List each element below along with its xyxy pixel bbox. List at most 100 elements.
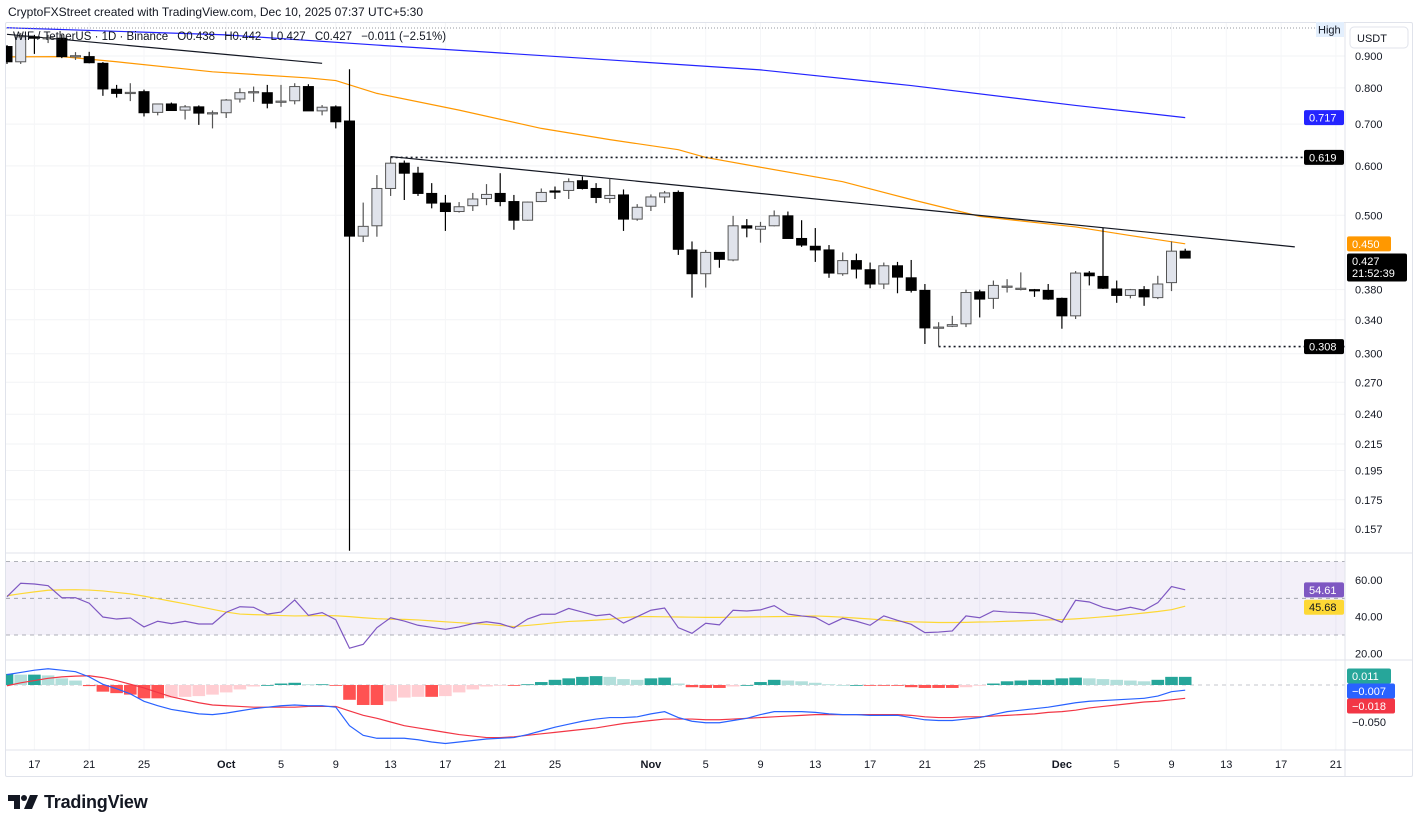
rsi-pane[interactable] (6, 561, 1345, 649)
candle[interactable] (385, 156, 397, 196)
currency-label[interactable]: USDT (1349, 26, 1409, 49)
symbol-title[interactable]: WIF / TetherUS · 1D · Binance (13, 31, 169, 43)
candle[interactable] (398, 160, 410, 201)
candle[interactable] (672, 190, 684, 255)
candle[interactable] (905, 259, 917, 293)
candle[interactable] (207, 110, 218, 129)
candle[interactable] (289, 83, 301, 105)
candle[interactable] (659, 190, 671, 204)
candle[interactable] (919, 284, 931, 344)
candle[interactable] (755, 221, 766, 243)
candle-body (604, 194, 616, 199)
candle[interactable] (809, 228, 821, 262)
candle[interactable] (604, 178, 616, 204)
candle[interactable] (1138, 286, 1150, 306)
high-marker: High (6, 22, 1344, 37)
candle[interactable] (727, 215, 739, 262)
candle[interactable] (261, 84, 273, 109)
candle[interactable] (686, 241, 698, 298)
symbol-legend[interactable]: WIF / TetherUS · 1D · Binance O0.438 H0.… (13, 31, 452, 43)
candle[interactable] (1042, 284, 1054, 300)
candle[interactable] (850, 253, 862, 279)
candle[interactable] (782, 211, 794, 239)
candle[interactable] (645, 194, 657, 211)
candle[interactable] (741, 219, 753, 238)
candle[interactable] (330, 105, 342, 129)
candle[interactable] (878, 262, 890, 289)
candle[interactable] (193, 105, 205, 125)
candle[interactable] (1083, 271, 1095, 286)
candle[interactable] (974, 289, 986, 318)
candle[interactable] (631, 204, 643, 221)
candle[interactable] (42, 34, 54, 44)
candle[interactable] (1070, 271, 1082, 320)
candle[interactable] (837, 252, 849, 276)
candle[interactable] (535, 188, 547, 203)
candle[interactable] (302, 84, 314, 112)
candle[interactable] (248, 86, 260, 102)
candle[interactable] (1111, 280, 1123, 303)
candle[interactable] (1015, 272, 1027, 291)
candle[interactable] (56, 34, 68, 59)
candle[interactable] (1166, 241, 1177, 292)
price-pane[interactable] (2, 27, 1345, 551)
candle[interactable] (946, 315, 958, 328)
candle[interactable] (234, 88, 246, 103)
time-tick-label: 5 (1114, 759, 1120, 771)
candle[interactable] (796, 220, 808, 247)
candle[interactable] (576, 176, 588, 190)
candle[interactable] (1001, 279, 1013, 293)
candle[interactable] (823, 245, 835, 278)
candle[interactable] (590, 183, 602, 204)
candle[interactable] (179, 105, 191, 120)
candle[interactable] (220, 98, 232, 118)
candle[interactable] (494, 173, 506, 207)
candle[interactable] (960, 289, 972, 328)
candle[interactable] (15, 32, 27, 64)
candle[interactable] (2, 45, 13, 64)
candle[interactable] (124, 83, 136, 102)
tradingview-logo[interactable]: TradingView (8, 792, 148, 813)
candle[interactable] (412, 166, 424, 196)
candle[interactable] (892, 261, 903, 294)
candle[interactable] (467, 192, 479, 211)
candle[interactable] (111, 84, 123, 98)
candle[interactable] (864, 262, 876, 289)
candle[interactable] (138, 89, 150, 117)
candle[interactable] (316, 105, 328, 116)
candle[interactable] (1124, 288, 1136, 299)
candle[interactable] (357, 202, 369, 243)
trendline[interactable] (390, 155, 1295, 248)
candle[interactable] (1179, 248, 1191, 259)
candle[interactable] (70, 52, 81, 60)
candle[interactable] (563, 178, 575, 199)
candle[interactable] (97, 62, 109, 96)
candle[interactable] (618, 189, 629, 231)
candle[interactable] (933, 322, 945, 347)
candle[interactable] (453, 202, 465, 213)
candle[interactable] (987, 280, 999, 309)
candle[interactable] (713, 251, 725, 268)
macd-pane[interactable] (1, 668, 1345, 745)
candle[interactable] (1152, 275, 1164, 300)
candle[interactable] (1056, 297, 1068, 329)
candle[interactable] (165, 102, 177, 112)
candle[interactable] (522, 201, 534, 221)
candle[interactable] (549, 186, 561, 199)
candle[interactable] (426, 183, 438, 209)
candle[interactable] (152, 103, 164, 116)
candle[interactable] (768, 210, 780, 227)
candle[interactable] (344, 69, 355, 551)
candle[interactable] (508, 194, 520, 230)
candle[interactable] (28, 34, 40, 54)
candle[interactable] (1097, 228, 1109, 289)
candle[interactable] (371, 175, 383, 237)
candle[interactable] (83, 51, 95, 64)
candle[interactable] (700, 249, 712, 288)
candle[interactable] (1029, 288, 1040, 297)
candle[interactable] (439, 194, 451, 231)
candle[interactable] (481, 184, 492, 206)
candle[interactable] (275, 84, 287, 107)
